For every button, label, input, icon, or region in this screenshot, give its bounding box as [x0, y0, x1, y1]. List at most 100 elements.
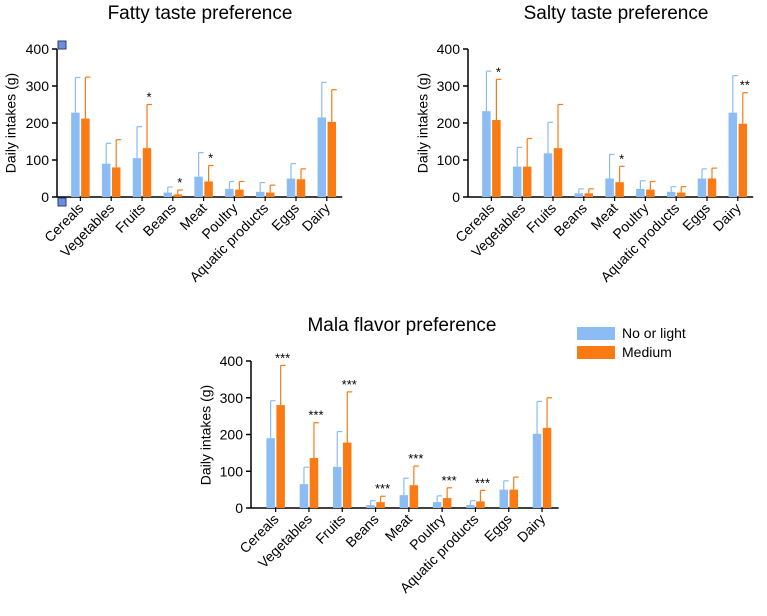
legend-label: Medium [622, 344, 672, 360]
bar-no-or-light [163, 192, 173, 197]
y-tick-label: 400 [437, 41, 461, 57]
y-tick-label: 100 [26, 152, 50, 168]
y-tick-label: 300 [220, 390, 244, 406]
bar-no-or-light [317, 117, 327, 197]
axis-handle-icon [57, 197, 67, 207]
bar-no-or-light [482, 111, 491, 197]
y-tick-label: 300 [26, 78, 50, 94]
bar-medium [409, 485, 419, 508]
bar-no-or-light [532, 433, 542, 508]
bar-medium [343, 442, 352, 508]
chart-3: Mala flavor preference Daily intakes (g) 0… [198, 315, 559, 596]
chart-title: Fatty taste preference [108, 3, 293, 24]
bar-medium [492, 120, 501, 197]
bar-no-or-light [399, 495, 409, 508]
bar-no-or-light [255, 191, 265, 197]
significance-marker: * [146, 90, 151, 105]
bar-medium [476, 501, 485, 508]
y-tick-label: 0 [452, 189, 460, 205]
y-axis-label: Daily intakes (g) [198, 385, 214, 485]
bar-medium [111, 167, 121, 197]
x-tick-label: Beans [342, 511, 381, 550]
bar-medium [442, 498, 452, 508]
significance-marker: *** [342, 377, 357, 392]
x-tick-label: Dairy [299, 200, 333, 234]
chart-1: Fatty taste preference Daily intakes (g) 0… [3, 3, 343, 285]
bar-no-or-light [266, 438, 275, 508]
bar-medium [235, 189, 244, 197]
legend-label: No or light [622, 325, 686, 341]
legend-swatch [577, 327, 615, 340]
bar-medium [296, 179, 306, 197]
bar-medium [204, 181, 213, 197]
bar-medium [376, 502, 385, 508]
bar-medium [142, 148, 152, 197]
x-tick-label: Eggs [481, 511, 515, 545]
axis-handle-icon [57, 40, 67, 50]
y-tick-label: 200 [437, 115, 461, 131]
bar-no-or-light [432, 502, 442, 508]
x-tick-label: Eggs [268, 200, 302, 234]
bar-medium [309, 458, 319, 508]
bar-medium [584, 193, 594, 197]
significance-marker: *** [275, 350, 290, 365]
significance-marker: *** [408, 451, 423, 466]
bar-medium [265, 192, 275, 197]
y-axis-label: Daily intakes (g) [3, 73, 19, 173]
chart-title: Salty taste preference [524, 3, 709, 24]
bar-no-or-light [299, 484, 309, 508]
x-tick-label: Dairy [710, 200, 744, 234]
bar-no-or-light [194, 176, 203, 197]
bar-no-or-light [71, 112, 80, 197]
chart-2: Salty taste preference Daily intakes (g) 0… [415, 3, 754, 285]
y-tick-label: 300 [437, 78, 461, 94]
bar-no-or-light [728, 112, 738, 197]
y-tick-label: 400 [220, 353, 244, 369]
bar-no-or-light [225, 188, 234, 197]
x-tick-label: Beans [551, 200, 590, 239]
y-tick-label: 200 [26, 115, 50, 131]
bar-medium [81, 118, 90, 197]
bar-no-or-light [132, 158, 142, 197]
significance-marker: * [177, 175, 182, 190]
bar-no-or-light [636, 188, 645, 197]
bar-medium [615, 182, 624, 197]
significance-marker: *** [475, 475, 490, 490]
y-axis-label: Daily intakes (g) [415, 73, 431, 173]
bar-medium [707, 178, 717, 197]
bar-no-or-light [499, 489, 508, 508]
y-tick-label: 400 [26, 41, 50, 57]
y-tick-label: 100 [220, 463, 244, 479]
chart-title: Mala flavor preference [307, 315, 496, 336]
bar-medium [522, 166, 532, 197]
significance-marker: * [208, 151, 213, 166]
bar-medium [738, 123, 748, 197]
x-tick-label: Dairy [514, 511, 548, 545]
legend: No or light Medium [577, 325, 686, 360]
significance-marker: *** [442, 473, 457, 488]
bar-medium [553, 148, 563, 197]
bar-no-or-light [512, 166, 522, 197]
bar-medium [646, 189, 655, 197]
bar-no-or-light [366, 505, 375, 508]
x-tick-label: Beans [140, 200, 179, 239]
bar-no-or-light [101, 163, 111, 197]
bar-medium [676, 192, 686, 197]
bar-no-or-light [666, 191, 676, 197]
bar-no-or-light [605, 178, 614, 197]
significance-marker: * [496, 64, 501, 79]
bar-medium [542, 427, 552, 508]
bar-no-or-light [574, 193, 584, 197]
significance-marker: * [619, 151, 624, 166]
legend-swatch [577, 346, 615, 359]
bar-medium [509, 489, 518, 508]
x-tick-label: Eggs [679, 200, 713, 234]
y-tick-label: 0 [41, 189, 49, 205]
bar-no-or-light [286, 178, 296, 197]
bar-no-or-light [543, 153, 553, 197]
bar-medium [327, 121, 337, 197]
bar-medium [276, 405, 285, 508]
bar-no-or-light [697, 178, 707, 197]
y-tick-label: 200 [220, 427, 244, 443]
